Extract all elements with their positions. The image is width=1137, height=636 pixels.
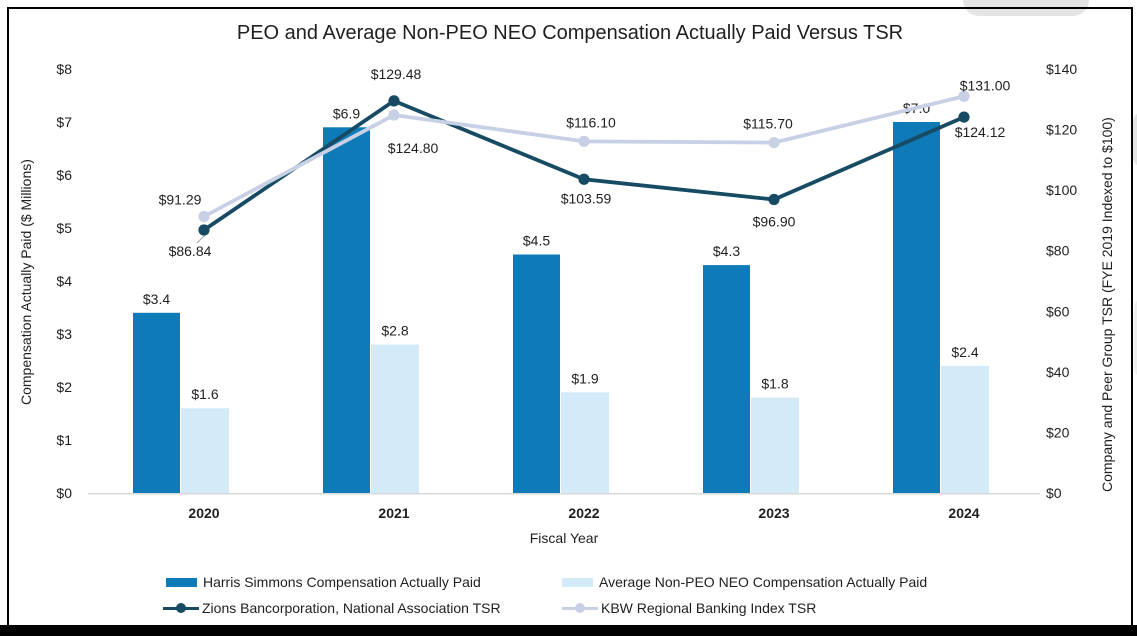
line-marker	[958, 90, 970, 102]
legend-swatch-zions-line	[163, 603, 199, 614]
legend-item-harris: Harris Simmons Compensation Actually Pai…	[166, 574, 481, 590]
line-data-label: $116.10	[566, 114, 616, 130]
line-data-label: $129.48	[371, 66, 422, 82]
left-axis-tick-label: $3	[56, 326, 72, 342]
right-axis-tick-label: $40	[1046, 364, 1070, 380]
right-axis-tick-label: $20	[1046, 424, 1070, 440]
bar-avg-neo	[181, 408, 229, 493]
legend-label-kbw-tsr: KBW Regional Banking Index TSR	[601, 600, 817, 616]
bar-harris	[323, 127, 370, 494]
right-axis-tick-label: $60	[1046, 303, 1070, 319]
bar-data-label: $4.5	[523, 233, 550, 249]
line-marker	[768, 136, 780, 149]
bar-harris	[703, 265, 750, 493]
bar-harris	[513, 254, 560, 493]
x-axis-year-label: 2022	[568, 505, 599, 521]
line-data-label: $91.29	[159, 192, 202, 208]
x-axis-year-label: 2020	[188, 505, 219, 521]
bar-data-label: $1.6	[191, 386, 218, 402]
bar-avg-neo	[371, 344, 419, 493]
left-axis-tick-label: $4	[56, 273, 72, 289]
legend-swatch-kbw-line	[562, 603, 598, 614]
bar-data-label: $4.3	[713, 243, 740, 259]
legend-label-avg-neo: Average Non-PEO NEO Compensation Actuall…	[599, 574, 928, 590]
line-data-label: $86.84	[169, 243, 212, 259]
line-data-label: $131.00	[960, 77, 1011, 93]
x-axis-year-label: 2024	[948, 505, 979, 521]
background-artifact-right-upper	[1133, 112, 1137, 167]
left-axis-tick-label: $0	[56, 485, 72, 501]
line-marker	[578, 135, 590, 147]
left-axis-tick-label: $2	[56, 379, 72, 395]
bar-data-label: $3.4	[143, 291, 170, 307]
line-marker	[578, 173, 590, 185]
bar-avg-neo	[941, 365, 989, 493]
chart-title: PEO and Average Non-PEO NEO Compensation…	[236, 22, 904, 44]
line-data-label: $124.12	[955, 124, 1006, 140]
right-axis-tick-label: $120	[1046, 122, 1077, 138]
x-axis-title: Fiscal Year	[529, 530, 599, 546]
line-data-label: $103.59	[561, 190, 612, 206]
bar-data-label: $1.8	[761, 376, 788, 392]
line-marker	[198, 224, 210, 236]
bar-data-label: $2.8	[381, 323, 408, 339]
bar-data-label: $1.9	[571, 370, 598, 386]
legend-swatch-harris-bar	[166, 577, 197, 587]
bar-avg-neo	[561, 392, 609, 493]
legend-item-zions-tsr: Zions Bancorporation, National Associati…	[163, 600, 501, 616]
background-artifact-right-lower	[1134, 298, 1137, 378]
line-data-label: $96.90	[753, 214, 796, 230]
line-marker	[388, 95, 400, 107]
left-axis-tick-label: $8	[56, 61, 72, 77]
left-axis-tick-label: $1	[56, 432, 72, 448]
line-data-label: $115.70	[743, 116, 793, 132]
line-marker	[198, 210, 210, 223]
legend-item-avg-neo: Average Non-PEO NEO Compensation Actuall…	[562, 574, 927, 590]
legend-label-zions-tsr: Zions Bancorporation, National Associati…	[202, 600, 501, 616]
bottom-border-bar	[0, 625, 1137, 636]
line-data-label: $124.80	[388, 140, 439, 156]
legend-label-harris: Harris Simmons Compensation Actually Pai…	[203, 574, 481, 590]
left-axis-tick-label: $5	[56, 220, 72, 236]
line-marker	[958, 111, 970, 123]
right-axis-tick-label: $100	[1046, 182, 1077, 198]
line-marker	[388, 109, 400, 121]
bar-harris	[133, 312, 180, 493]
bar-avg-neo	[751, 397, 799, 493]
x-axis-year-label: 2023	[758, 505, 789, 521]
legend-swatch-avg-neo-bar	[562, 577, 593, 587]
line-marker	[768, 193, 780, 206]
x-axis-year-label: 2021	[378, 505, 409, 521]
left-axis-tick-label: $6	[56, 167, 72, 183]
bar-data-label: $2.4	[951, 344, 978, 360]
right-axis-tick-label: $80	[1046, 243, 1070, 259]
right-axis-tick-label: $0	[1046, 485, 1062, 501]
left-axis-tick-label: $7	[56, 114, 72, 130]
bar-harris	[893, 122, 940, 493]
legend-item-kbw-tsr: KBW Regional Banking Index TSR	[562, 600, 816, 616]
bar-data-label: $6.9	[333, 105, 360, 121]
right-axis-tick-label: $140	[1046, 61, 1077, 77]
